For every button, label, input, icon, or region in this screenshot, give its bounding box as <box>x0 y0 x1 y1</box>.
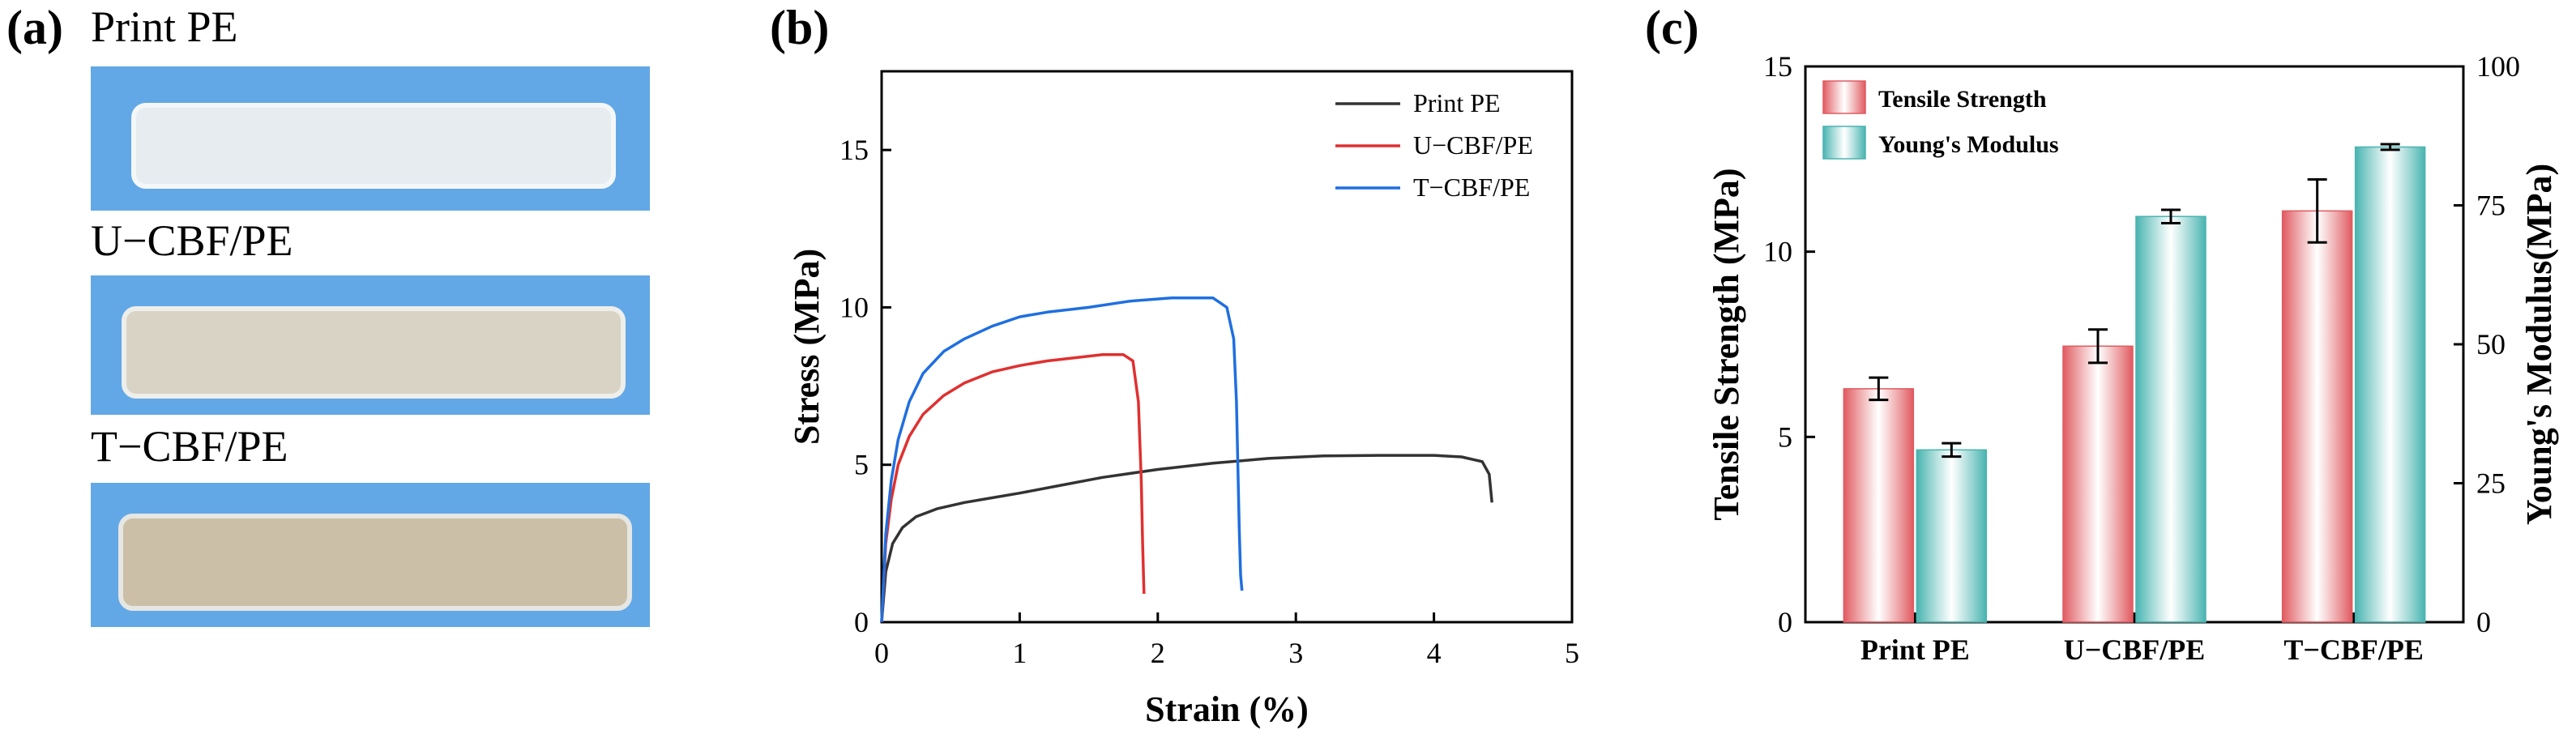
sample-title-print-pe: Print PE <box>91 2 238 51</box>
specimen-photo-print-pe <box>91 66 650 211</box>
y-right-tick-label: 75 <box>2476 190 2506 222</box>
legend-label-print-pe: Print PE <box>1413 88 1501 117</box>
error-bar-tensile-strength-u-cbf-pe <box>2088 328 2108 365</box>
y-left-tick-label: 15 <box>1763 50 1792 83</box>
y-right-tick-label: 50 <box>2476 328 2506 360</box>
series-line-print-pe <box>880 454 1493 623</box>
sample-title-t-cbf-pe: T−CBF/PE <box>91 422 288 471</box>
bar-young-s-modulus-print-pe <box>1916 449 1988 623</box>
error-bar-tensile-strength-t-cbf-pe <box>2307 177 2327 244</box>
bar-tensile-strength-t-cbf-pe <box>2281 210 2353 623</box>
y-left-tick-label: 5 <box>1778 420 1792 453</box>
legend-label-t-cbf-pe: T−CBF/PE <box>1413 173 1530 202</box>
panel-c-label: (c) <box>1645 1 1699 54</box>
plot-frame <box>880 70 1574 624</box>
y-tick-label: 15 <box>839 134 869 166</box>
specimen-photo-t-cbf-pe <box>91 483 650 627</box>
panel-b-label: (b) <box>770 1 830 54</box>
x-tick-label: 4 <box>1427 637 1442 669</box>
x-tick-label: 3 <box>1288 637 1303 669</box>
bar-young-s-modulus-u-cbf-pe <box>2135 215 2206 623</box>
x-tick-label: 1 <box>1012 637 1027 669</box>
x-tick-label-t-cbf-pe: T−CBF/PE <box>2283 633 2424 666</box>
error-bar-young-s-modulus-t-cbf-pe <box>2380 143 2400 151</box>
x-axis-label: Strain (%) <box>1145 689 1309 729</box>
bar-tensile-strength-print-pe <box>1843 388 1915 623</box>
legend-label-u-cbf-pe: U−CBF/PE <box>1413 130 1533 160</box>
y-left-tick-label: 10 <box>1763 236 1792 268</box>
legend-swatch-tensile-strength <box>1822 80 1866 114</box>
y-left-axis-label: Tensile Strength (MPa) <box>1707 168 1746 520</box>
series-line-t-cbf-pe <box>880 296 1244 623</box>
bar-tensile-strength-u-cbf-pe <box>2062 345 2134 623</box>
legend-label-young-s-modulus: Young's Modulus <box>1878 131 2059 158</box>
error-bar-young-s-modulus-u-cbf-pe <box>2161 208 2181 224</box>
y-left-tick-label: 0 <box>1778 606 1792 638</box>
legend-swatch-young-s-modulus <box>1822 126 1866 160</box>
error-bar-tensile-strength-print-pe <box>1869 376 1889 402</box>
error-bar-young-s-modulus-print-pe <box>1942 442 1962 459</box>
y-tick-label: 10 <box>839 291 869 323</box>
specimen-t-cbf-pe <box>118 514 632 611</box>
sample-title-u-cbf-pe: U−CBF/PE <box>91 216 293 265</box>
series-line-u-cbf-pe <box>880 352 1146 623</box>
x-tick-label-print-pe: Print PE <box>1860 633 1970 666</box>
y-tick-label: 5 <box>854 449 869 481</box>
specimen-photo-u-cbf-pe <box>91 275 650 415</box>
y-tick-label: 0 <box>854 606 869 638</box>
y-right-tick-label: 25 <box>2476 467 2506 500</box>
y-right-tick-label: 0 <box>2476 606 2491 638</box>
y-axis-label: Stress (MPa) <box>787 249 827 445</box>
specimen-u-cbf-pe <box>122 306 626 399</box>
x-tick-label: 0 <box>874 637 889 669</box>
y-right-axis-label: Young's Modulus(MPa) <box>2519 164 2559 525</box>
specimen-print-pe <box>131 103 616 189</box>
legend-label-tensile-strength: Tensile Strength <box>1878 86 2047 113</box>
x-tick-label: 2 <box>1151 637 1165 669</box>
panel-a-label: (a) <box>6 1 63 54</box>
y-right-tick-label: 100 <box>2476 50 2520 83</box>
x-tick-label-u-cbf-pe: U−CBF/PE <box>2064 633 2206 666</box>
bar-young-s-modulus-t-cbf-pe <box>2354 146 2426 623</box>
x-tick-label: 5 <box>1565 637 1579 669</box>
